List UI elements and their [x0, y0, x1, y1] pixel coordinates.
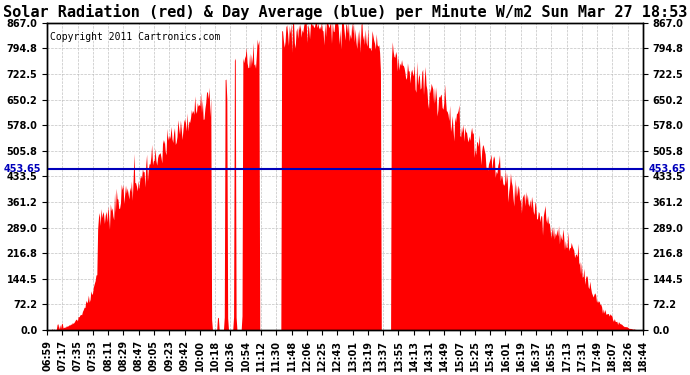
Text: 453.65: 453.65: [649, 164, 687, 174]
Title: Solar Radiation (red) & Day Average (blue) per Minute W/m2 Sun Mar 27 18:53: Solar Radiation (red) & Day Average (blu…: [3, 4, 687, 20]
Text: 453.65: 453.65: [3, 164, 41, 174]
Text: Copyright 2011 Cartronics.com: Copyright 2011 Cartronics.com: [50, 32, 220, 42]
